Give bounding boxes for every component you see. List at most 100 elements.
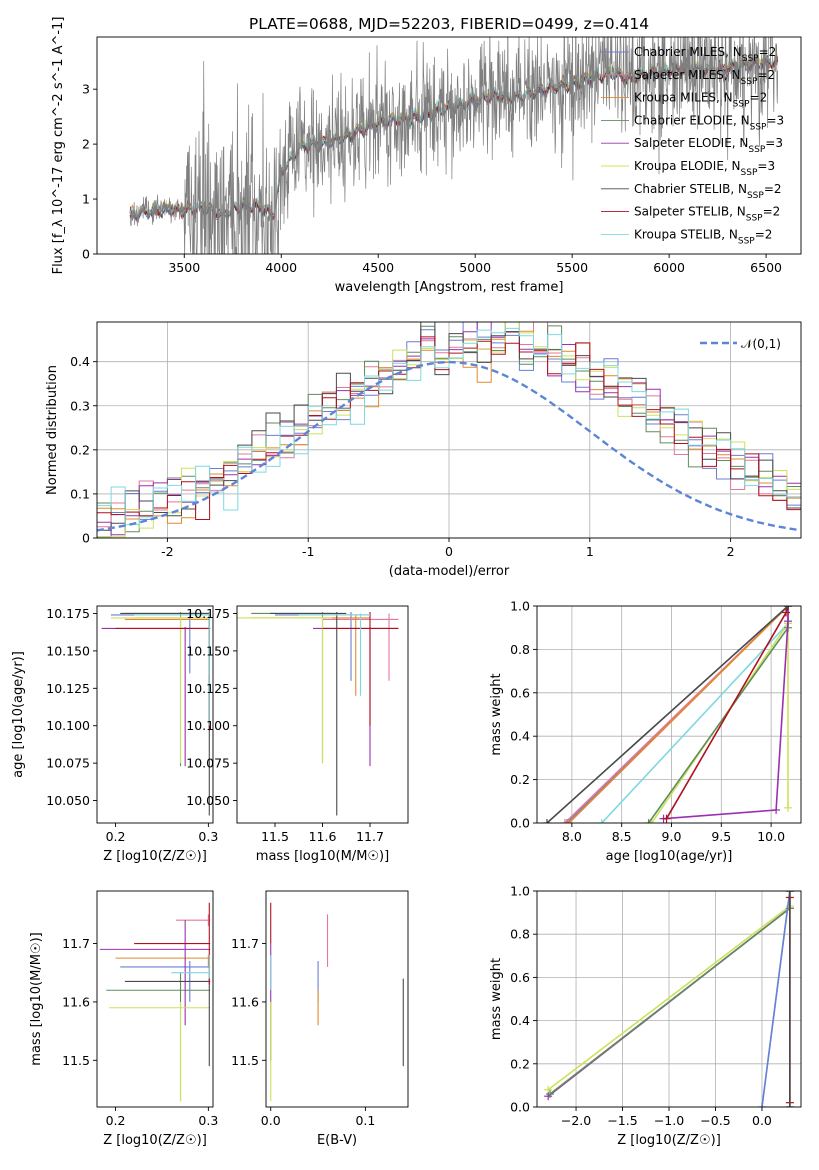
x-tick-label: 4000 xyxy=(265,260,297,275)
x-tick-label: 0.3 xyxy=(198,829,218,844)
y-tick-label: 1.0 xyxy=(510,599,530,614)
x-tick-label: 11.7 xyxy=(356,829,384,844)
x-tick-label: 9.5 xyxy=(711,829,731,844)
x-tick-label: 1 xyxy=(586,544,594,559)
y-tick-label: 1 xyxy=(82,192,90,207)
x-tick-label: 2 xyxy=(727,544,735,559)
x-tick-label: −1.5 xyxy=(607,1113,637,1128)
y-tick-label: 0.8 xyxy=(510,927,530,942)
y-tick-label: 11.6 xyxy=(62,994,90,1009)
y-axis-label: Normed distribution xyxy=(45,365,60,495)
x-axis-label: E(B-V) xyxy=(317,1133,357,1148)
plot-area-mass_vs_Z xyxy=(99,902,211,1102)
y-tick-label: 3 xyxy=(82,82,90,97)
y-tick-label: 11.5 xyxy=(62,1053,90,1068)
y-tick-label: 0.0 xyxy=(510,1100,530,1115)
y-axis-label: mass weight xyxy=(489,673,504,755)
y-tick-label: 11.7 xyxy=(62,936,90,951)
y-tick-label: 10.050 xyxy=(186,793,230,808)
plot-area-mass_vs_ebv xyxy=(270,902,404,1102)
x-tick-label: 9.0 xyxy=(662,829,682,844)
y-tick-label: 2 xyxy=(82,137,90,152)
y-tick-label: 0 xyxy=(82,531,90,546)
panel-residuals: -2 -1 0 1 2 0 0.1 0.2 0.3 0.4 (data-model)/error No… xyxy=(45,321,802,579)
panel-spectrum: 3500 4000 4500 5000 5500 6000 6500 0 1 2 3 waveleng… xyxy=(51,17,802,295)
y-tick-label: 10.150 xyxy=(46,643,90,658)
cumulative-line xyxy=(601,606,789,823)
x-tick-label: 5500 xyxy=(556,260,588,275)
y-tick-label: 10.175 xyxy=(46,606,90,621)
legend-entry: Salpeter ELODIE, NSSP=3 xyxy=(634,136,783,155)
legend-entry: Kroupa ELODIE, NSSP=3 xyxy=(634,159,775,178)
x-axis-label: age [log10(age/yr)] xyxy=(606,849,733,864)
panel-age_vs_Z: 0.2 0.3 10.050 10.075 10.100 10.125 10.150 10.1… xyxy=(11,605,218,864)
y-tick-label: 10.125 xyxy=(46,681,90,696)
x-tick-label: 11.5 xyxy=(261,829,289,844)
panel-cum_Z: −2.0 −1.5 −1.0 −0.5 0.0 0.0 0.2 0.4 0.6 0.8 1.0 Z [… xyxy=(489,884,802,1148)
y-axis-label: Flux [f_λ 10^-17 erg cm^-2 s^-1 A^-1] xyxy=(51,17,66,275)
y-tick-label: 10.075 xyxy=(46,756,90,771)
y-tick-label: 0.2 xyxy=(70,442,90,457)
y-tick-label: 11.6 xyxy=(231,994,259,1009)
y-axis-label: mass weight xyxy=(489,958,504,1040)
legend-entry: Salpeter STELIB, NSSP=2 xyxy=(634,205,780,224)
y-tick-label: 10.075 xyxy=(186,756,230,771)
y-tick-label: 10.100 xyxy=(186,718,230,733)
x-tick-label: 8.5 xyxy=(612,829,632,844)
axes-frame xyxy=(265,890,409,1108)
plot-area-spectrum xyxy=(129,37,779,254)
legend-entry: Chabrier STELIB, NSSP=2 xyxy=(634,182,782,201)
y-tick-label: 1.0 xyxy=(510,884,530,899)
legend-entry: 𝒩(0,1) xyxy=(741,337,781,351)
cumulative-line xyxy=(761,891,791,1107)
y-tick-label: 10.050 xyxy=(46,793,90,808)
x-tick-label: −1.0 xyxy=(654,1113,684,1128)
y-tick-label: 0.4 xyxy=(510,729,530,744)
x-tick-label: 6000 xyxy=(653,260,685,275)
y-tick-label: 10.175 xyxy=(186,606,230,621)
x-axis-label: (data-model)/error xyxy=(389,564,510,579)
y-axis-label: age [log10(age/yr)] xyxy=(11,651,26,778)
plot-area-age_vs_mass xyxy=(237,611,399,816)
x-tick-label: 8.0 xyxy=(562,829,582,844)
y-tick-label: 0.2 xyxy=(510,772,530,787)
x-tick-label: −0.5 xyxy=(700,1113,730,1128)
plot-area-cum_age xyxy=(542,606,793,823)
axes-frame xyxy=(96,890,214,1108)
x-tick-label: −2.0 xyxy=(561,1113,591,1128)
y-tick-label: 0.2 xyxy=(510,1056,530,1071)
y-tick-label: 0.3 xyxy=(70,398,90,413)
x-tick-label: 0.0 xyxy=(261,1113,281,1128)
y-tick-label: 0.4 xyxy=(510,1013,530,1028)
axes-frame xyxy=(96,321,802,539)
y-tick-label: 0.6 xyxy=(510,685,530,700)
axes-frame xyxy=(236,605,409,824)
figure-title: PLATE=0688, MJD=52203, FIBERID=0499, z=0… xyxy=(249,15,649,33)
y-tick-label: 0.8 xyxy=(510,642,530,657)
x-tick-label: 0.2 xyxy=(106,829,126,844)
axes-frame xyxy=(536,605,802,824)
y-tick-label: 0.6 xyxy=(510,970,530,985)
x-tick-label: 0.0 xyxy=(752,1113,772,1128)
x-tick-label: 6500 xyxy=(750,260,782,275)
panel-cum_age: 8.0 8.5 9.0 9.5 10.0 0.0 0.2 0.4 0.6 0.8 1.0 age [l… xyxy=(489,599,802,864)
normal-curve xyxy=(97,360,799,532)
plot-area-residuals xyxy=(97,322,801,538)
x-tick-label: 5000 xyxy=(459,260,491,275)
legend-entry: Kroupa STELIB, NSSP=2 xyxy=(634,227,772,246)
x-tick-label: 11.6 xyxy=(309,829,337,844)
panel-mass_vs_Z: 0.2 0.3 11.5 11.6 11.7 Z [log10(Z/Z☉)] mass [l… xyxy=(29,890,218,1148)
panel-age_vs_mass: 11.5 11.6 11.7 10.050 10.075 10.100 10.125 10.1… xyxy=(186,605,409,864)
plot-area-cum_Z xyxy=(544,891,794,1107)
x-axis-label: Z [log10(Z/Z☉)] xyxy=(103,849,207,864)
x-axis-label: mass [log10(M/M☉)] xyxy=(256,849,389,864)
x-tick-label: 0.1 xyxy=(355,1113,375,1128)
y-tick-label: 10.125 xyxy=(186,681,230,696)
x-tick-label: 3500 xyxy=(168,260,200,275)
x-tick-label: -2 xyxy=(161,544,173,559)
y-tick-label: 11.5 xyxy=(231,1053,259,1068)
x-tick-label: 10.0 xyxy=(757,829,785,844)
y-tick-label: 10.100 xyxy=(46,718,90,733)
